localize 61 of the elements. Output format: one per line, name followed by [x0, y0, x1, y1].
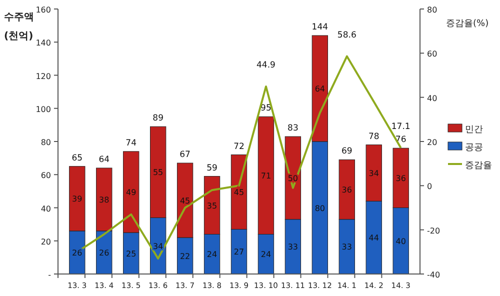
data-label: 25 [126, 249, 136, 258]
total-label: 144 [312, 22, 328, 32]
total-label: 72 [234, 142, 244, 152]
data-label: 22 [180, 252, 190, 261]
data-label: 64 [314, 84, 326, 94]
legend-label: 증감율 [465, 161, 492, 171]
data-label: 27 [234, 248, 244, 257]
data-label: 38 [99, 195, 110, 204]
data-label: 71 [260, 171, 272, 180]
total-label: 59 [206, 163, 218, 174]
data-label: 45 [180, 196, 190, 206]
y-tick-label: 140 [36, 38, 51, 48]
legend-label: 민간 [465, 125, 483, 135]
total-label: 89 [152, 114, 164, 124]
y2-tick-label: 40 [427, 94, 438, 103]
y2-tick-label: 60 [427, 50, 438, 59]
data-label: 44 [368, 234, 379, 243]
data-label: 33 [342, 242, 352, 252]
y-tick-label: 40 [40, 204, 51, 214]
total-label: 69 [341, 146, 352, 157]
y-tick-label: - [48, 270, 52, 280]
data-label: 39 [72, 194, 82, 204]
data-label: 44.9 [256, 60, 276, 71]
data-label: 80 [314, 204, 326, 213]
total-label: 67 [180, 150, 190, 160]
y2-axis-title: 증감율(%) [446, 19, 489, 29]
data-label: 49 [126, 188, 136, 198]
y-tick-label: 20 [40, 237, 51, 246]
data-label: 40 [396, 236, 406, 246]
y2-tick-label: 20 [427, 138, 438, 147]
data-label: 34 [152, 242, 164, 251]
data-label: 55 [152, 168, 164, 178]
data-label: 34 [368, 168, 379, 178]
y-tick-label: 80 [40, 138, 51, 147]
total-label: 95 [260, 104, 272, 114]
data-label: 24 [260, 250, 272, 260]
data-label: 45 [234, 188, 244, 198]
y2-tick-label: -20 [427, 226, 440, 236]
y2-tick-label: -40 [427, 270, 440, 280]
total-label: 65 [72, 153, 83, 164]
total-label: 83 [288, 124, 298, 134]
y-tick-label: 120 [36, 72, 51, 81]
legend-label: 공공 [465, 143, 483, 153]
y2-tick-label: 0 [427, 182, 432, 192]
y-axis-title: 수주액 (천억) [4, 12, 34, 42]
data-label: 36 [342, 186, 352, 195]
data-label: 58.6 [337, 30, 356, 40]
data-label: 26 [99, 248, 110, 258]
y2-tick-label: 80 [427, 6, 438, 14]
y-tick-label: 100 [36, 104, 51, 114]
total-label: 64 [98, 155, 110, 165]
data-label: 26 [72, 248, 82, 258]
y-tick-label: 60 [40, 171, 51, 180]
y-tick-label: 160 [36, 6, 51, 14]
total-label: 74 [126, 138, 137, 148]
total-label: 78 [368, 132, 380, 142]
data-label: 17.1 [391, 122, 410, 132]
data-label: 36 [396, 174, 406, 183]
data-label: 24 [206, 250, 218, 260]
data-label: 35 [206, 201, 218, 210]
data-label: 33 [288, 242, 298, 252]
